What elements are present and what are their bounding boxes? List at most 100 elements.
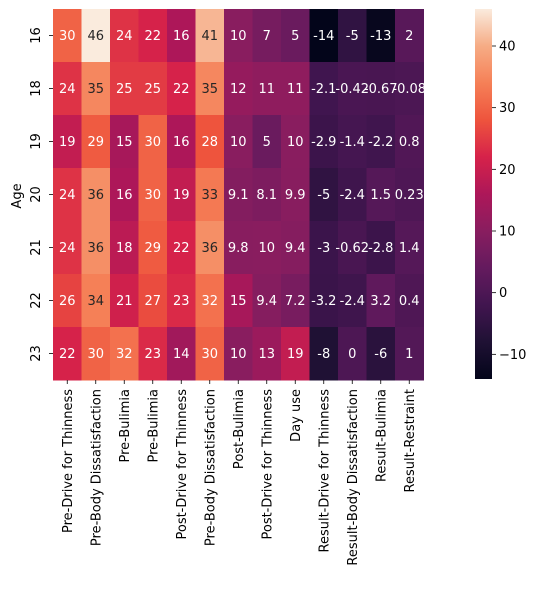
- heatmap-cell: [395, 221, 424, 275]
- cell-value-label: -1.4: [340, 135, 365, 150]
- heatmap-cell: [366, 168, 396, 222]
- heatmap-cell-labels: 30 46 24 22 16 41 10 7 5 -14 -5 -13 224 35 25 25 22 35 12 1…: [59, 29, 426, 362]
- cell-value-label: 15: [230, 294, 247, 309]
- heatmap-cell: [366, 274, 396, 328]
- y-tick-label: 23: [29, 345, 44, 362]
- cell-value-label: -2.4: [340, 188, 365, 203]
- cell-value-label: 30: [144, 188, 161, 203]
- cell-value-label: 30: [87, 347, 104, 362]
- y-tick-label: 19: [29, 133, 44, 150]
- cell-value-label: 35: [87, 82, 104, 97]
- heatmap-cell: [195, 221, 225, 275]
- x-axis: Pre-Drive for Thinness Pre-Body Dissatisf…: [61, 380, 418, 566]
- cell-value-label: 9.9: [285, 188, 306, 203]
- y-tick-label: 16: [29, 27, 44, 44]
- cell-value-label: -3: [317, 241, 330, 256]
- heatmap-cell: [110, 9, 139, 63]
- y-axis-title: Age: [10, 183, 25, 208]
- cell-value-label: 22: [144, 29, 161, 44]
- colorbar-tick-label: 0: [499, 286, 507, 301]
- cell-value-label: 36: [87, 188, 104, 203]
- cell-value-label: -0.62: [335, 241, 369, 256]
- cell-value-label: 9.4: [256, 294, 277, 309]
- x-tick-label: Pre-Body Dissatisfaction: [203, 389, 218, 546]
- cell-value-label: 9.8: [228, 241, 249, 256]
- cell-value-label: 11: [287, 82, 304, 97]
- cell-value-label: 1.4: [399, 241, 420, 256]
- x-tick-label: Post-Drive for Thinness: [260, 389, 275, 540]
- heatmap-cell: [195, 115, 225, 169]
- heatmap-cell: [395, 168, 424, 222]
- cell-value-label: 19: [287, 347, 304, 362]
- heatmap-cell: [281, 327, 310, 381]
- colorbar: [475, 9, 492, 379]
- cell-value-label: 1: [405, 347, 413, 362]
- cell-value-label: 14: [173, 347, 190, 362]
- cell-value-label: 23: [173, 294, 190, 309]
- cell-value-label: 13: [258, 347, 275, 362]
- cell-value-label: -2.1: [311, 82, 336, 97]
- cell-value-label: 11: [258, 82, 275, 97]
- cell-value-label: 5: [291, 29, 299, 44]
- cell-value-label: 30: [144, 135, 161, 150]
- heatmap-cell: [281, 62, 310, 116]
- cell-value-label: -2.8: [368, 241, 393, 256]
- heatmap-cell: [224, 221, 253, 275]
- heatmap-cell: [138, 9, 168, 63]
- cell-value-label: 26: [59, 294, 76, 309]
- cell-value-label: 9.1: [228, 188, 249, 203]
- cell-value-label: 41: [201, 29, 218, 44]
- heatmap-cell: [309, 327, 339, 381]
- cell-value-label: 36: [87, 241, 104, 256]
- cell-value-label: 34: [87, 294, 104, 309]
- heatmap-cell: [224, 274, 253, 328]
- heatmap-cell: [81, 115, 111, 169]
- cell-value-label: 24: [116, 29, 133, 44]
- heatmap-cell: [167, 9, 196, 63]
- colorbar-tick-label: 20: [499, 163, 516, 178]
- heatmap-cell: [366, 221, 396, 275]
- x-tick-label: Day use: [289, 389, 304, 442]
- heatmap-cell: [53, 274, 82, 328]
- heatmap-cell: [338, 115, 367, 169]
- cell-value-label: 1.5: [370, 188, 391, 203]
- heatmap-cell: [281, 168, 310, 222]
- cell-value-label: 27: [144, 294, 161, 309]
- heatmap-cell: [110, 168, 139, 222]
- heatmap-cell: [309, 274, 339, 328]
- cell-value-label: -13: [370, 29, 391, 44]
- heatmap-cell: [167, 115, 196, 169]
- cell-value-label: 3.2: [370, 294, 391, 309]
- heatmap-cell: [224, 168, 253, 222]
- x-tick-label: Pre-Body Dissatisfaction: [89, 389, 104, 546]
- heatmap-cell: [395, 115, 424, 169]
- cell-value-label: 12: [230, 82, 247, 97]
- heatmap-cell: [138, 115, 168, 169]
- heatmap-cell: [195, 327, 225, 381]
- heatmap-cell: [110, 62, 139, 116]
- cell-value-label: 16: [173, 135, 190, 150]
- cell-value-label: 19: [59, 135, 76, 150]
- heatmap-cell: [138, 168, 168, 222]
- heatmap-cell: [252, 274, 282, 328]
- cell-value-label: 10: [230, 347, 247, 362]
- cell-value-label: 21: [116, 294, 133, 309]
- cell-value-label: 36: [201, 241, 218, 256]
- heatmap-cell: [366, 9, 396, 63]
- cell-value-label: 2: [405, 29, 413, 44]
- cell-value-label: 5: [263, 135, 271, 150]
- heatmap-cell: [224, 62, 253, 116]
- cell-value-label: 23: [144, 347, 161, 362]
- heatmap-cell: [81, 9, 111, 63]
- cell-value-label: 35: [201, 82, 218, 97]
- heatmap-cell: [338, 221, 367, 275]
- cell-value-label: 10: [230, 135, 247, 150]
- cell-value-label: 16: [116, 188, 133, 203]
- cell-value-label: 33: [201, 188, 218, 203]
- heatmap-cell: [110, 221, 139, 275]
- heatmap-cell: [138, 274, 168, 328]
- heatmap-cell: [338, 62, 367, 116]
- cell-value-label: 0.4: [399, 294, 420, 309]
- heatmap-cell: [53, 327, 82, 381]
- heatmap-cell: [81, 327, 111, 381]
